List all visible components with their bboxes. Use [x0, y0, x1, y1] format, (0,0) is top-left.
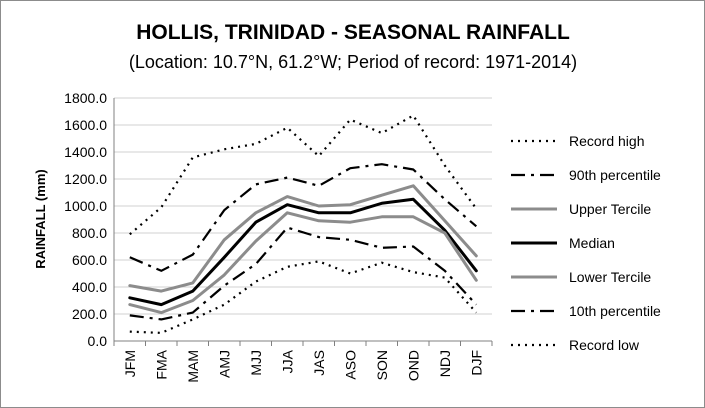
legend-label: Upper Tercile — [569, 201, 651, 217]
series-lines — [128, 114, 478, 334]
series-line-lower-tercile — [128, 211, 478, 315]
legend-label: Median — [569, 235, 615, 251]
x-tick-label: FMA — [153, 349, 169, 379]
legend-label: 10th percentile — [569, 303, 661, 319]
y-tick-label: 1000.0 — [64, 198, 107, 214]
series-line-median — [128, 197, 478, 307]
series-line-record-low — [129, 260, 478, 334]
y-axis-label: RAINFALL (mm) — [33, 169, 48, 268]
axes: 0.0 200.0 400.0 600.0 800.0 1000.0 1200.0 1400.… — [64, 90, 493, 383]
x-tick-label: OND — [405, 350, 421, 381]
x-tick-label: JFM — [122, 350, 138, 377]
y-tick-label: 800.0 — [72, 225, 107, 241]
chart-subtitle: (Location: 10.7°N, 61.2°W; Period of rec… — [129, 52, 577, 72]
y-tick-label: 1200.0 — [64, 171, 107, 187]
series-line-10th-percentile — [129, 226, 478, 321]
legend-label: Lower Tercile — [569, 269, 651, 285]
x-tick-label: ASO — [342, 350, 358, 380]
x-tick-label: AMJ — [216, 350, 232, 378]
legend-label: 90th percentile — [569, 167, 661, 183]
y-tick-label: 200.0 — [72, 306, 107, 322]
x-tick-label: MJJ — [248, 350, 264, 376]
series-line-90th-percentile — [129, 163, 478, 272]
y-tick-label: 1600.0 — [64, 117, 107, 133]
series-line-upper-tercile — [128, 184, 478, 293]
legend-label: Record high — [569, 133, 645, 149]
legend-label: Record low — [569, 337, 640, 353]
x-tick-label: NDJ — [437, 350, 453, 377]
x-tick-label: JAS — [311, 350, 327, 376]
x-tick-label: SON — [374, 350, 390, 380]
y-tick-label: 400.0 — [72, 279, 107, 295]
x-tick-label: JJA — [279, 349, 295, 373]
y-tick-label: 600.0 — [72, 252, 107, 268]
y-tick-label: 1400.0 — [64, 144, 107, 160]
y-tick-label: 0.0 — [88, 333, 108, 349]
legend: Record high 90th percentile Upper Tercile M… — [511, 133, 661, 353]
series-line-record-high — [129, 114, 478, 236]
x-tick-label: MAM — [185, 350, 201, 383]
y-tick-label: 1800.0 — [64, 90, 107, 106]
x-tick-label: DJF — [468, 350, 484, 376]
chart-title: HOLLIS, TRINIDAD - SEASONAL RAINFALL — [136, 21, 570, 44]
